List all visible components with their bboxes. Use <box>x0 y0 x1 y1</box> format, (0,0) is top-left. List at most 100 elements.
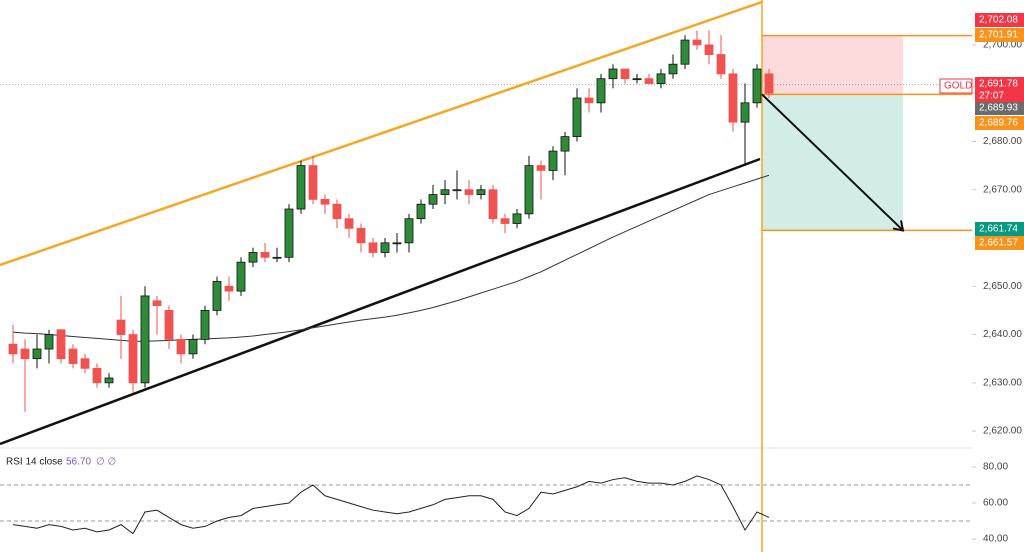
candle-body <box>260 252 270 258</box>
candle-body <box>632 78 642 81</box>
candle-body <box>296 165 306 210</box>
candle-body <box>308 165 318 200</box>
countdown: 27:07 <box>979 91 1004 102</box>
price-tag-label: 2,661.74 <box>979 224 1018 235</box>
candle-body <box>524 165 534 215</box>
y-tick-label: 2,640.00 <box>983 329 1022 340</box>
rsi-tick-label: 40.00 <box>983 534 1008 545</box>
y-tick-label: 2,620.00 <box>983 426 1022 437</box>
candle-body <box>188 338 198 355</box>
candle-body <box>128 334 138 384</box>
rsi-title: RSI 14 close <box>6 457 63 468</box>
candle-body <box>428 194 438 205</box>
candle-body <box>80 358 90 369</box>
price-tag <box>975 222 1024 236</box>
candle-body <box>236 261 246 292</box>
candle-body <box>152 300 162 306</box>
last-price-label: 2,691.78 <box>979 79 1018 90</box>
candle-body <box>656 73 666 84</box>
symbol-label: GOLD <box>944 81 972 92</box>
candle-body <box>704 44 714 55</box>
candle-body <box>680 39 690 65</box>
y-tick-label: 2,630.00 <box>983 377 1022 388</box>
candle-body <box>140 295 150 384</box>
price-tag-label: 2,689.76 <box>979 118 1018 129</box>
price-tag <box>975 101 1024 115</box>
candle-body <box>104 377 114 384</box>
candle-body <box>44 334 54 350</box>
candle-body <box>764 73 774 94</box>
candle-body <box>176 338 186 355</box>
last-price-tag <box>975 77 1024 102</box>
candle-body <box>332 203 342 220</box>
candle-body <box>284 208 294 258</box>
candle-body <box>464 189 474 195</box>
price-tag-label: 2,689.93 <box>979 103 1018 114</box>
y-tick-label: 2,700.00 <box>983 40 1022 51</box>
candle-body <box>356 227 366 244</box>
candle-body <box>164 310 174 340</box>
candle-body <box>536 165 546 171</box>
candle-body <box>32 348 42 360</box>
stop-zone <box>762 35 903 95</box>
candle-body <box>320 198 330 205</box>
candle-body <box>92 367 102 384</box>
rsi-tick-label: 60.00 <box>983 498 1008 509</box>
arrow-head <box>892 220 905 232</box>
rsi-tick-label: 80.00 <box>983 462 1008 473</box>
lower-trendline <box>0 157 761 446</box>
candle-body <box>500 218 510 224</box>
y-tick-label: 2,670.00 <box>983 184 1022 195</box>
rsi-line <box>12 475 770 535</box>
candle-body <box>752 68 762 104</box>
candle-body <box>116 319 126 335</box>
candle-body <box>512 213 522 224</box>
candle-body <box>608 68 618 80</box>
candle-body <box>488 189 498 220</box>
candle-body <box>668 63 678 75</box>
candle-body <box>560 136 570 152</box>
moving-average <box>12 174 770 342</box>
candle-body <box>620 68 630 80</box>
candle-body <box>380 242 390 253</box>
candle-body <box>68 348 78 364</box>
candle-body <box>548 150 558 171</box>
price-tag-label: 2,701.91 <box>979 30 1018 41</box>
candle-body <box>572 97 582 138</box>
rsi-extra: ∅ ∅ <box>96 457 116 468</box>
candle-body <box>404 218 414 244</box>
upper-trendline <box>0 0 763 267</box>
candle-body <box>452 189 462 192</box>
symbol-tag <box>939 78 973 94</box>
candle-body <box>212 281 222 311</box>
candle-body <box>476 189 486 195</box>
y-tick-label: 2,650.00 <box>983 281 1022 292</box>
candle-body <box>392 242 402 245</box>
candle-body <box>248 252 258 263</box>
price-tag <box>975 13 1024 27</box>
candle-body <box>728 73 738 123</box>
candle-body <box>20 348 30 360</box>
candle-body <box>440 189 450 195</box>
y-tick-label: 2,680.00 <box>983 136 1022 147</box>
candle-body <box>584 97 594 104</box>
candle-body <box>596 78 606 104</box>
candle-body <box>644 78 654 84</box>
candle-body <box>200 310 210 340</box>
candle-body <box>740 102 750 123</box>
candle-body <box>56 329 66 360</box>
candle-body <box>416 203 426 220</box>
candle-body <box>368 242 378 253</box>
candle-body <box>224 285 234 292</box>
candle-body <box>692 39 702 46</box>
price-tag <box>975 28 1024 42</box>
candle-body <box>344 218 354 229</box>
projection-arrow <box>761 93 904 232</box>
price-tag-label: 2,702.08 <box>979 15 1018 26</box>
candle-body <box>716 54 726 75</box>
price-tag-label: 2,661.57 <box>979 238 1018 249</box>
price-tag <box>975 116 1024 130</box>
price-tag <box>975 236 1024 250</box>
rsi-last: 56.70 <box>66 457 91 468</box>
